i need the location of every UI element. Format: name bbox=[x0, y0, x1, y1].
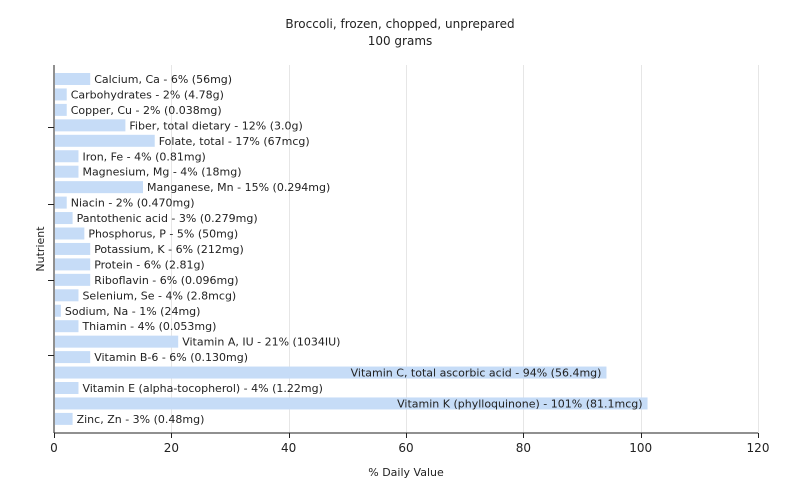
x-tick-label: 100 bbox=[629, 441, 652, 455]
x-tick-label: 80 bbox=[516, 441, 531, 455]
x-tick-label: 20 bbox=[164, 441, 179, 455]
bar bbox=[55, 103, 67, 116]
bar-label: Vitamin B-6 - 6% (0.130mg) bbox=[94, 351, 248, 364]
bar-label: Niacin - 2% (0.470mg) bbox=[71, 197, 195, 210]
bar bbox=[55, 181, 143, 194]
bar bbox=[55, 335, 179, 348]
bar-label: Vitamin K (phylloquinone) - 101% (81.1mc… bbox=[397, 397, 642, 410]
bar bbox=[55, 196, 67, 209]
bar-label: Potassium, K - 6% (212mg) bbox=[94, 243, 244, 256]
bar bbox=[55, 289, 79, 302]
bar-label: Vitamin A, IU - 21% (1034IU) bbox=[182, 336, 340, 349]
bar bbox=[55, 88, 67, 101]
x-axis-title: % Daily Value bbox=[368, 466, 444, 479]
bar bbox=[55, 73, 91, 85]
bar bbox=[55, 242, 91, 255]
bars: Calcium, Ca - 6% (56mg) Carbohydrates - 2… bbox=[55, 73, 648, 426]
bar bbox=[55, 165, 79, 178]
bar bbox=[55, 273, 91, 286]
bar-label: Manganese, Mn - 15% (0.294mg) bbox=[147, 181, 330, 194]
bar-label: Magnesium, Mg - 4% (18mg) bbox=[82, 166, 241, 179]
y-ticks bbox=[48, 127, 54, 356]
bar bbox=[55, 212, 73, 225]
x-tick-label: 0 bbox=[50, 441, 58, 455]
bar-label: Zinc, Zn - 3% (0.48mg) bbox=[77, 413, 205, 426]
bar-label: Phosphorus, P - 5% (50mg) bbox=[88, 228, 238, 241]
x-ticks: 0 20 40 60 80 100 120 bbox=[50, 433, 769, 455]
bar bbox=[55, 351, 91, 364]
x-tick-label: 60 bbox=[398, 441, 413, 455]
y-axis-title: Nutrient bbox=[34, 226, 47, 272]
bar bbox=[55, 227, 85, 240]
x-tick-label: 120 bbox=[747, 441, 770, 455]
bar bbox=[55, 150, 79, 163]
bar bbox=[55, 397, 648, 410]
bar-label: Protein - 6% (2.81g) bbox=[94, 258, 205, 271]
bar bbox=[55, 412, 73, 425]
bar bbox=[55, 366, 607, 379]
bar bbox=[55, 382, 79, 394]
bar bbox=[55, 304, 61, 317]
bar-label: Thiamin - 4% (0.053mg) bbox=[81, 320, 216, 333]
bar-label: Pantothenic acid - 3% (0.279mg) bbox=[77, 212, 258, 225]
bar-label: Vitamin C, total ascorbic acid - 94% (56… bbox=[351, 367, 602, 380]
bar-label: Vitamin E (alpha-tocopherol) - 4% (1.22m… bbox=[82, 382, 322, 395]
bar-label: Carbohydrates - 2% (4.78g) bbox=[71, 88, 224, 101]
bar-label: Folate, total - 17% (67mcg) bbox=[159, 135, 310, 148]
bar-label: Selenium, Se - 4% (2.8mcg) bbox=[82, 289, 236, 302]
bar-label: Riboflavin - 6% (0.096mg) bbox=[94, 274, 238, 287]
chart-title: Broccoli, frozen, chopped, unprepared bbox=[285, 17, 515, 31]
chart-title-block: Broccoli, frozen, chopped, unprepared 10… bbox=[0, 16, 800, 50]
bar-label: Fiber, total dietary - 12% (3.0g) bbox=[129, 119, 302, 132]
bar bbox=[55, 258, 91, 271]
x-tick-label: 40 bbox=[281, 441, 296, 455]
bar-label: Iron, Fe - 4% (0.81mg) bbox=[82, 150, 205, 163]
bar-label: Sodium, Na - 1% (24mg) bbox=[65, 305, 201, 318]
bar bbox=[55, 134, 155, 147]
chart-subtitle: 100 grams bbox=[367, 34, 433, 48]
bar bbox=[55, 320, 79, 333]
bar bbox=[55, 119, 126, 132]
bar-label: Copper, Cu - 2% (0.038mg) bbox=[71, 104, 222, 117]
bar-label: Calcium, Ca - 6% (56mg) bbox=[94, 73, 232, 86]
